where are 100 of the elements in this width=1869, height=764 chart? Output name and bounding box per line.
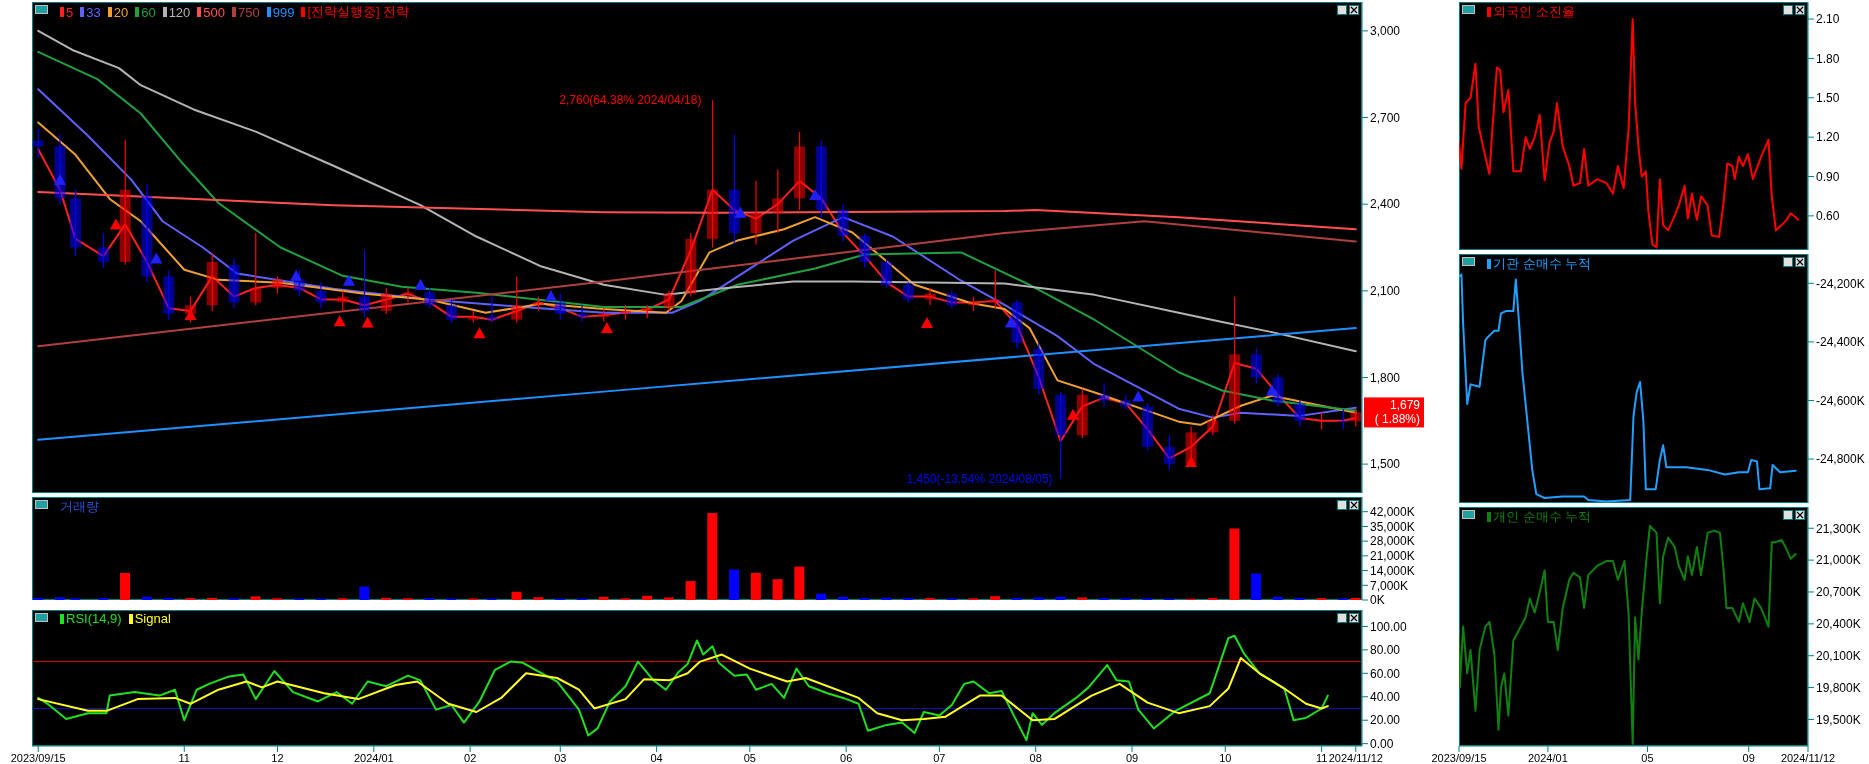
legend-label: 60 — [140, 3, 156, 21]
y-tick-label: 3,000 — [1370, 24, 1401, 39]
candlestick — [206, 252, 218, 312]
point — [600, 322, 613, 334]
bar — [837, 596, 848, 600]
bar — [1272, 596, 1283, 600]
y-tick-label: 0K — [1370, 593, 1385, 608]
x-tick-label: 2024/01 — [1528, 751, 1568, 764]
candlestick — [772, 168, 784, 234]
candlestick — [446, 298, 458, 324]
candlestick — [1207, 414, 1219, 436]
candlestick — [1250, 347, 1262, 384]
bar — [163, 597, 174, 600]
bar — [33, 597, 43, 600]
y-tick-label: 2,700 — [1370, 110, 1401, 125]
legend-label: 5 — [65, 3, 74, 21]
x-tick-label: 02 — [464, 751, 477, 764]
bar — [750, 572, 761, 600]
y-tick-label: -24,800K — [1816, 452, 1865, 467]
candlestick — [70, 189, 81, 257]
x-tick-label: 03 — [554, 751, 567, 764]
y-tick-label: 2.10 — [1816, 12, 1840, 27]
candlestick — [1229, 296, 1241, 425]
bar — [1011, 597, 1022, 600]
y-tick-label: 2,100 — [1370, 284, 1401, 299]
x-tick-label: 05 — [1641, 751, 1654, 764]
x-tick-label: 05 — [743, 751, 756, 764]
y-tick-label: 60.00 — [1370, 666, 1401, 681]
x-tick-label: 2023/09/15 — [1431, 751, 1487, 764]
x-tick-label: 2023/09/15 — [10, 751, 66, 764]
legend-label: 750 — [237, 3, 260, 21]
point — [1132, 390, 1145, 402]
candlestick — [402, 287, 414, 303]
candlestick — [881, 258, 893, 289]
legend-label: [전략실행중] 전략 — [306, 3, 410, 21]
bar — [1251, 573, 1262, 600]
legend-label: 999 — [271, 3, 295, 21]
x-tick-label: 2024/11/12 — [1780, 751, 1836, 764]
bar — [359, 586, 370, 600]
bar — [120, 572, 131, 600]
y-tick-label: 1.20 — [1816, 130, 1840, 145]
candlestick — [685, 232, 697, 298]
bar — [707, 512, 718, 600]
point — [342, 274, 355, 286]
bar — [141, 596, 152, 600]
bar — [533, 597, 544, 600]
line-series — [37, 634, 1329, 742]
y-tick-label: 21,000K — [1816, 553, 1861, 568]
point — [53, 173, 66, 185]
bar — [816, 593, 827, 600]
line-series — [1459, 524, 1797, 745]
point — [544, 290, 557, 302]
y-tick-label: 42,000K — [1370, 504, 1415, 519]
text: 거래량 — [60, 498, 99, 516]
point — [1265, 384, 1278, 396]
point — [361, 316, 374, 328]
point — [734, 206, 747, 218]
bar — [1055, 596, 1066, 600]
point — [150, 252, 163, 264]
bar — [729, 569, 740, 600]
point — [809, 188, 822, 200]
x-tick-label: 10 — [1219, 751, 1232, 764]
x-tick-label: 09 — [1125, 751, 1139, 764]
line-series — [37, 220, 1357, 348]
x-tick-label: 09 — [1742, 751, 1755, 764]
x-tick-label: 12 — [271, 751, 284, 764]
y-tick-label: 1,500 — [1370, 457, 1401, 472]
y-tick-label: 21,000K — [1370, 549, 1415, 564]
candlestick — [1163, 434, 1175, 471]
x-tick-label: 07 — [933, 751, 946, 764]
point — [920, 316, 933, 328]
y-tick-label: 0.00 — [1370, 736, 1394, 751]
candlestick — [486, 296, 498, 324]
candlestick — [1142, 402, 1154, 451]
point — [414, 278, 427, 290]
y-tick-label: -24,200K — [1816, 276, 1865, 291]
candlestick — [359, 249, 370, 318]
candlestick — [576, 304, 588, 322]
y-tick-label: 1.50 — [1816, 91, 1840, 106]
x-tick-label: 11 — [178, 751, 190, 764]
point — [1185, 456, 1198, 468]
bar — [598, 596, 609, 600]
candlestick — [663, 290, 675, 312]
y-tick-label: 28,000K — [1370, 534, 1415, 549]
candlestick — [1033, 342, 1045, 396]
candlestick — [750, 180, 762, 246]
point — [1067, 408, 1079, 420]
candlestick — [902, 281, 914, 303]
y-tick-label: -24,400K — [1816, 335, 1865, 350]
bar — [772, 579, 783, 600]
legend-label: 기관 순매수 누적 — [1492, 255, 1592, 273]
candlestick — [1294, 399, 1306, 428]
candlestick — [1337, 408, 1349, 431]
annotation: 1,679 ( 1.88%) — [1374, 398, 1421, 427]
candlestick — [315, 281, 327, 309]
legend-label: 500 — [202, 3, 226, 21]
bar — [1033, 597, 1044, 600]
y-tick-label: 0.60 — [1816, 209, 1840, 224]
legend-label: Signal — [133, 611, 171, 626]
legend-label: 개인 순매수 누적 — [1492, 508, 1592, 526]
